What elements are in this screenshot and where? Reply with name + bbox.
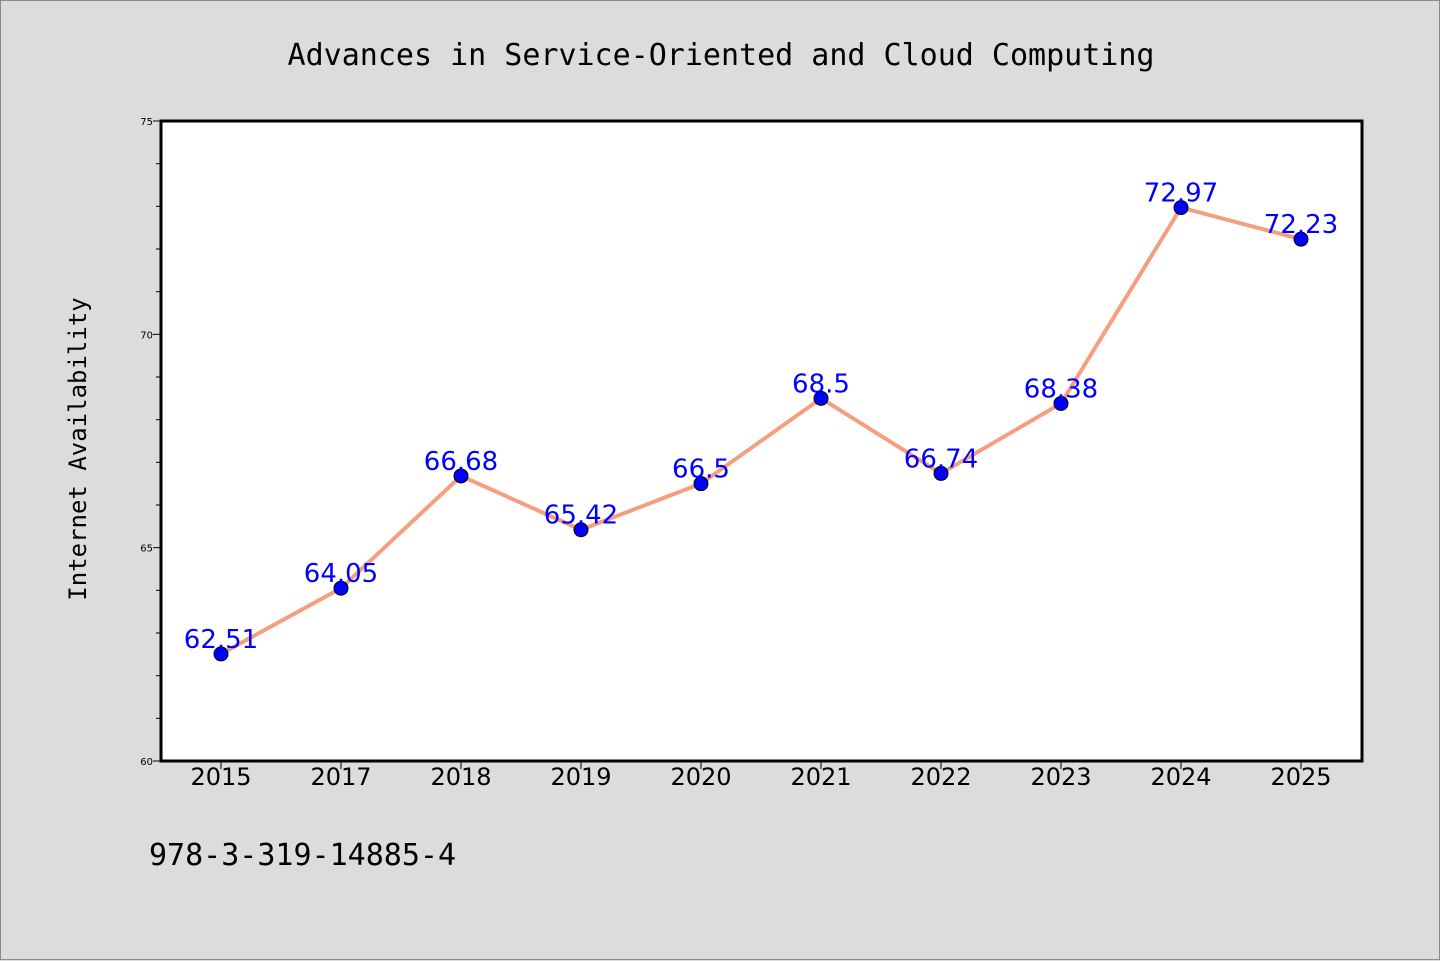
isbn-text: 978-3-319-14885-4 [149, 838, 456, 873]
y-tick-label: 70 [140, 330, 153, 341]
x-tick-label: 2017 [310, 763, 371, 791]
data-label: 62.51 [184, 625, 258, 655]
x-tick-label: 2021 [790, 763, 851, 791]
y-tick-label: 65 [140, 544, 153, 555]
y-axis-ticks: 60 65 70 75 [140, 117, 161, 768]
x-tick-label: 2023 [1030, 763, 1091, 791]
data-point [453, 468, 469, 484]
x-tick-label: 2020 [670, 763, 731, 791]
data-point [813, 390, 829, 406]
x-axis-ticks: 2015 2017 2018 2019 2020 2021 2022 2023 2024 2025 [190, 761, 1332, 791]
data-point [213, 646, 229, 662]
data-label: 68.38 [1024, 374, 1098, 404]
y-tick-label: 75 [140, 117, 153, 128]
data-label: 66.74 [904, 444, 978, 474]
data-point [1053, 395, 1069, 411]
data-label: 64.05 [304, 559, 378, 589]
data-label: 66.5 [672, 455, 730, 485]
data-point [933, 465, 949, 481]
data-point [1173, 200, 1189, 216]
chart-title: Advances in Service-Oriented and Cloud C… [288, 38, 1155, 73]
data-point [1293, 231, 1309, 247]
y-axis-label: Internet Availability [64, 297, 92, 600]
data-point [693, 476, 709, 492]
data-label: 68.5 [792, 369, 850, 399]
x-tick-label: 2018 [430, 763, 491, 791]
x-tick-label: 2022 [910, 763, 971, 791]
series-line [220, 205, 1302, 656]
x-tick-label: 2024 [1150, 763, 1211, 791]
data-labels: 62.51 64.05 66.68 65.42 66.5 68.5 66.74 68.38 72… [184, 179, 1338, 655]
x-tick-label: 2025 [1270, 763, 1331, 791]
data-point [333, 580, 349, 596]
data-label: 72.97 [1144, 179, 1218, 209]
data-label: 66.68 [424, 447, 498, 477]
data-label: 65.42 [544, 501, 618, 531]
data-point [573, 522, 589, 538]
series-group [213, 200, 1309, 662]
x-tick-label: 2019 [550, 763, 611, 791]
x-tick-label: 2015 [190, 763, 251, 791]
y-tick-label: 60 [140, 757, 153, 768]
data-label: 72.23 [1264, 210, 1338, 240]
